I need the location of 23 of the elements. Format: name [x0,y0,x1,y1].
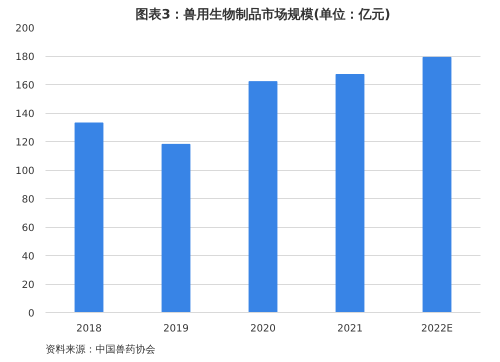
x-tick-label: 2018 [76,324,102,334]
y-tick-label: 140 [15,109,35,120]
y-tick-label: 60 [22,223,35,234]
y-tick-label: 0 [28,308,35,320]
y-tick-label: 200 [15,24,35,34]
x-tick-label: 2022E [421,324,453,334]
bar [248,81,278,312]
bar [422,56,452,312]
y-tick-label: 180 [15,52,35,63]
y-tick-label: 120 [15,138,35,148]
y-tick-label: 80 [22,194,35,206]
bar [336,74,364,312]
x-tick-label: 2020 [250,324,276,334]
y-tick-label: 100 [15,166,35,177]
x-tick-label: 2019 [163,324,189,334]
y-tick-label: 40 [22,252,35,262]
x-tick-label: 2021 [337,324,363,334]
bar [162,144,190,312]
chart-title: 图表3：兽用生物制品市场规模(单位：亿元) [136,6,390,22]
y-tick-label: 160 [15,80,35,92]
y-tick-label: 20 [22,280,35,291]
bar [74,122,104,312]
text: 资料来源：中国兽药协会 [46,344,156,356]
